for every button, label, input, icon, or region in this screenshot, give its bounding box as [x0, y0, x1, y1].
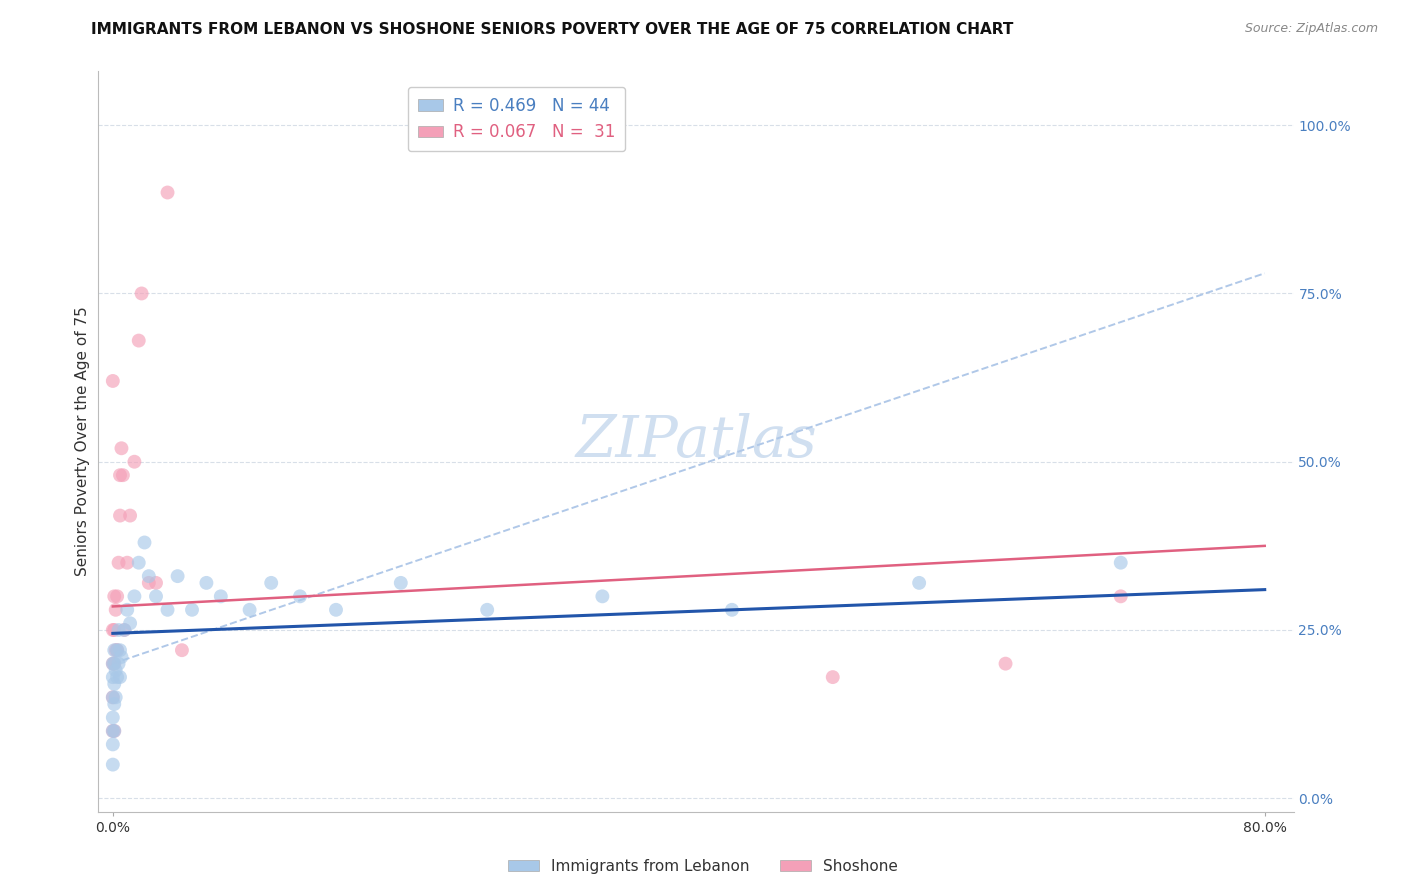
Point — [101, 670, 124, 684]
Point — [101, 690, 124, 705]
Point — [138, 569, 160, 583]
Point — [591, 590, 613, 604]
Point — [124, 455, 146, 469]
Point — [112, 623, 135, 637]
Point — [181, 603, 204, 617]
Point — [115, 556, 138, 570]
Point — [120, 508, 142, 523]
Point — [128, 556, 150, 570]
Point — [105, 670, 128, 684]
Point — [209, 590, 232, 604]
Text: ZIPatlas: ZIPatlas — [575, 413, 817, 470]
Point — [124, 590, 146, 604]
Point — [138, 575, 160, 590]
Point — [145, 575, 167, 590]
Point — [170, 643, 193, 657]
Legend: R = 0.469   N = 44, R = 0.067   N =  31: R = 0.469 N = 44, R = 0.067 N = 31 — [408, 87, 626, 152]
Point — [994, 657, 1017, 671]
Point — [103, 723, 125, 738]
Point — [103, 697, 125, 711]
Point — [101, 723, 124, 738]
Point — [108, 643, 131, 657]
Point — [103, 657, 125, 671]
Point — [108, 508, 131, 523]
Point — [103, 643, 125, 657]
Y-axis label: Seniors Poverty Over the Age of 75: Seniors Poverty Over the Age of 75 — [75, 307, 90, 576]
Point — [103, 723, 125, 738]
Point — [101, 738, 124, 752]
Text: IMMIGRANTS FROM LEBANON VS SHOSHONE SENIORS POVERTY OVER THE AGE OF 75 CORRELATI: IMMIGRANTS FROM LEBANON VS SHOSHONE SENI… — [91, 22, 1014, 37]
Point — [103, 590, 125, 604]
Point — [156, 603, 179, 617]
Point — [145, 590, 167, 604]
Point — [101, 723, 124, 738]
Point — [239, 603, 262, 617]
Point — [107, 657, 129, 671]
Point — [128, 334, 150, 348]
Point — [101, 374, 124, 388]
Point — [120, 616, 142, 631]
Point — [721, 603, 744, 617]
Point — [105, 643, 128, 657]
Point — [103, 623, 125, 637]
Point — [101, 657, 124, 671]
Point — [1109, 556, 1132, 570]
Point — [104, 664, 127, 678]
Legend: Immigrants from Lebanon, Shoshone: Immigrants from Lebanon, Shoshone — [502, 853, 904, 880]
Point — [105, 643, 128, 657]
Point — [156, 186, 179, 200]
Point — [110, 442, 132, 456]
Point — [389, 575, 412, 590]
Point — [104, 603, 127, 617]
Point — [288, 590, 311, 604]
Point — [166, 569, 188, 583]
Point — [101, 657, 124, 671]
Point — [103, 677, 125, 691]
Point — [325, 603, 347, 617]
Point — [101, 710, 124, 724]
Point — [107, 623, 129, 637]
Point — [101, 757, 124, 772]
Point — [134, 535, 156, 549]
Point — [103, 657, 125, 671]
Point — [112, 623, 135, 637]
Point — [195, 575, 218, 590]
Point — [477, 603, 499, 617]
Point — [101, 690, 124, 705]
Point — [821, 670, 844, 684]
Point — [260, 575, 283, 590]
Point — [108, 468, 131, 483]
Point — [104, 643, 127, 657]
Point — [1109, 590, 1132, 604]
Text: Source: ZipAtlas.com: Source: ZipAtlas.com — [1244, 22, 1378, 36]
Point — [101, 623, 124, 637]
Point — [105, 590, 128, 604]
Point — [908, 575, 931, 590]
Point — [107, 556, 129, 570]
Point — [110, 649, 132, 664]
Point — [104, 690, 127, 705]
Point — [108, 670, 131, 684]
Point — [131, 286, 153, 301]
Point — [115, 603, 138, 617]
Point — [111, 468, 134, 483]
